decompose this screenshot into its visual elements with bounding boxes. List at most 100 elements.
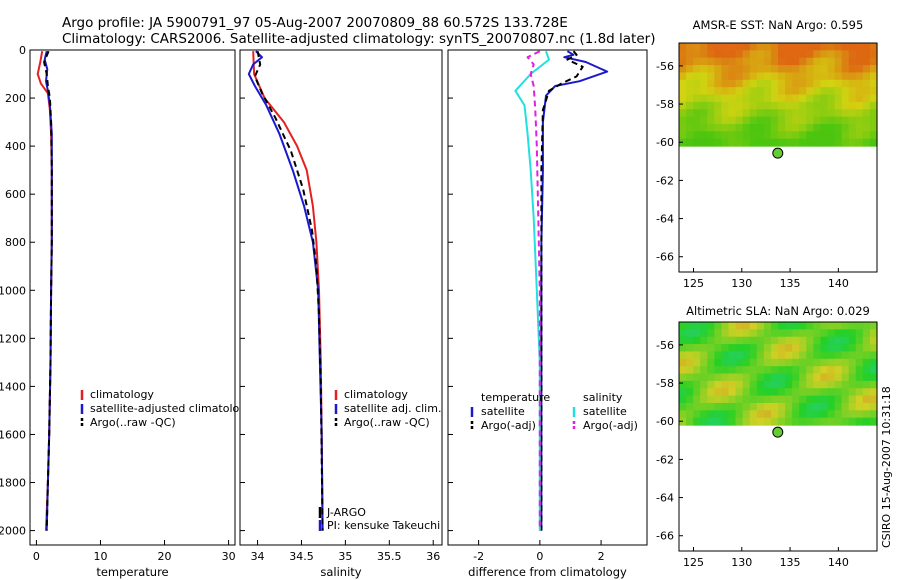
sst_map-field-cell: [707, 116, 715, 125]
sla_map-field-cell: [785, 373, 793, 382]
temperature-xlabel: temperature: [96, 565, 168, 579]
sla_map-field-cell: [756, 402, 765, 411]
sst_map-field-cell: [785, 72, 793, 81]
sst_map-field-cell: [742, 123, 751, 132]
difference-legend-label: satellite: [481, 405, 525, 418]
sst_map-field-cell: [855, 101, 864, 110]
sst_map-field-cell: [693, 138, 701, 147]
sla_map-field-cell: [721, 336, 730, 345]
salinity-annotation-text: PI: kensuke Takeuchi: [327, 519, 440, 532]
sla_map-field-cell: [749, 373, 758, 382]
sla_map-field-cell: [735, 373, 744, 382]
sla_map-field-cell: [756, 358, 765, 367]
sst_map-field-cell: [686, 65, 694, 74]
sst_map-field-cell: [693, 101, 701, 110]
sst_map-field-cell: [855, 65, 864, 74]
sla_map-field-cell: [820, 336, 829, 345]
sla_map-field-cell: [700, 358, 708, 367]
sst_map-field-cell: [834, 87, 843, 96]
sst_map-field-cell: [799, 94, 807, 103]
sla_map-field-cell: [862, 329, 871, 338]
sla_map-field-cell: [693, 373, 701, 382]
sst_map-field-cell: [869, 116, 878, 125]
sla_map-field-cell: [742, 402, 751, 411]
sla_map-field-cell: [700, 388, 708, 397]
sla_map-field-cell: [763, 344, 772, 353]
sla_map-field-cell: [792, 380, 800, 389]
sla_map-field-cell: [855, 358, 864, 367]
sst_map-xtick-label: 125: [683, 277, 704, 290]
sla_map-field-cell: [714, 366, 723, 375]
sla_map-xtick-label: 140: [828, 556, 849, 569]
sla_map-field-cell: [869, 410, 878, 419]
sst_map-field-cell: [841, 43, 850, 51]
sla_map-field-cell: [806, 351, 814, 360]
sst_map-field-cell: [799, 138, 807, 147]
sla_map-field-cell: [749, 358, 758, 367]
sst_map-field-cell: [693, 79, 701, 88]
sst_map-field-cell: [799, 116, 807, 125]
sst_map-field-cell: [813, 101, 822, 110]
sst_map-field-cell: [763, 57, 772, 66]
sst_map-field-cell: [749, 50, 758, 59]
sst_map-field-cell: [869, 94, 878, 103]
sla_map-field-cell: [686, 322, 694, 330]
depth-tick-label: 1800: [0, 477, 26, 490]
sla_map-field-cell: [686, 373, 694, 382]
sla_map-field-cell: [693, 380, 701, 389]
sla_map-field-cell: [735, 366, 744, 375]
depth-tick-label: 800: [5, 236, 26, 249]
sla_map-field-cell: [848, 322, 857, 330]
sst_map-field-cell: [700, 123, 708, 132]
sla_map-field-cell: [869, 358, 878, 367]
sst_map-field-cell: [735, 72, 744, 81]
sla_map-field-cell: [700, 366, 708, 375]
sst_map-field-cell: [841, 138, 850, 147]
sst_map-field-cell: [869, 123, 878, 132]
salinity-panel: 34 34.5 35 35.5 36 salinity climatologysatelli…: [239, 49, 443, 579]
difference-series-temperature-argo: [540, 50, 584, 531]
sst_map-field-cell: [862, 57, 871, 66]
sst_map-field-cell: [792, 109, 800, 118]
sla_map-field-cell: [862, 402, 871, 411]
sst_map-field-cell: [855, 50, 864, 59]
sst_map-field-cell: [763, 94, 772, 103]
sla_map-field-cell: [763, 322, 772, 330]
sst_map-field-cell: [742, 50, 751, 59]
salinity-legend-label: satellite adj. clim.: [344, 402, 441, 415]
sst_map-field-cell: [869, 109, 878, 118]
sla_map-field-cell: [792, 373, 800, 382]
sla_map-field-cell: [813, 410, 822, 419]
sst_map-field-cell: [686, 79, 694, 88]
sla_map-field-cell: [742, 336, 751, 345]
sst_map-field-cell: [841, 116, 850, 125]
sla_map-field-cell: [735, 395, 744, 404]
sla_map-field-cell: [742, 388, 751, 397]
sla_map-field-cell: [785, 351, 793, 360]
sla_map-field-cell: [834, 402, 843, 411]
sst_map-field-cell: [792, 87, 800, 96]
sla_map-field-cell: [827, 358, 836, 367]
sla_map-field-cell: [862, 366, 871, 375]
sla_map-field-cell: [862, 351, 871, 360]
sst_map-field-cell: [707, 65, 715, 74]
sst_map-field-cell: [848, 72, 857, 81]
sst_map-field-cell: [763, 79, 772, 88]
sst_map-field-cell: [862, 116, 871, 125]
sst_map-field-cell: [742, 57, 751, 66]
depth-tick-label: 1200: [0, 332, 26, 345]
sla_map-field-cell: [693, 351, 701, 360]
sla_map-field-cell: [778, 410, 786, 419]
sla_map-field-cell: [799, 329, 807, 338]
sst_map-field-cell: [799, 43, 807, 51]
temperature-series-argo: [43, 50, 53, 531]
sla_map-field-cell: [770, 395, 779, 404]
sst_map-field-cell: [813, 43, 822, 51]
sst_map-field-cell: [735, 65, 744, 74]
sla_map-field-cell: [813, 417, 822, 426]
sst_map-field-cell: [799, 57, 807, 66]
sst_map-field-cell: [862, 79, 871, 88]
sst_map-field-cell: [792, 50, 800, 59]
sla_map-field-cell: [841, 344, 850, 353]
sla_map-field-cell: [799, 344, 807, 353]
